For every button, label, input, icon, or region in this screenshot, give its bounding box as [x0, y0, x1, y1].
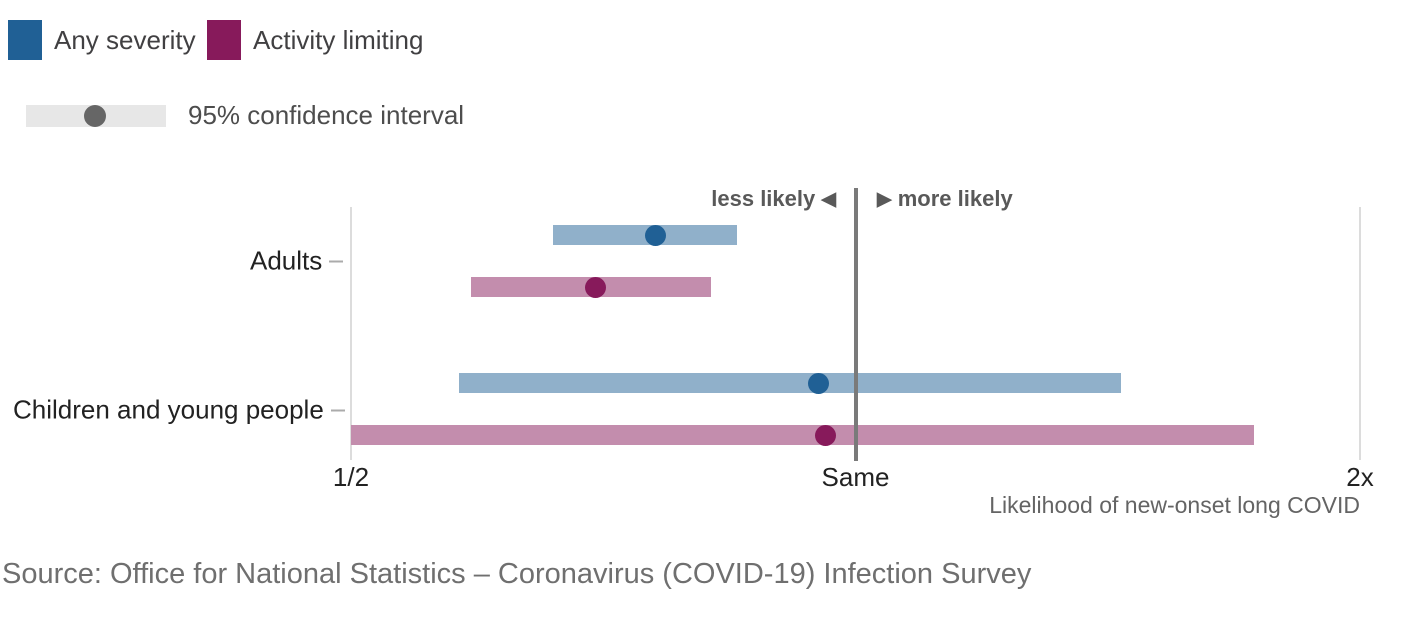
category-text: Adults — [250, 245, 323, 276]
more-likely-label: ▶ more likely — [877, 186, 1013, 212]
category-tick — [330, 409, 345, 411]
source-text: Source: Office for National Statistics –… — [2, 558, 1032, 590]
ci-bar-any-severity-children-and-young-people — [459, 373, 1121, 393]
legend-item-activity-limiting: Activity limiting — [207, 20, 423, 60]
legend-label: Any severity — [54, 24, 196, 55]
same-reference-line — [853, 188, 858, 461]
category-label-adults: Adults — [250, 245, 344, 277]
category-tick — [329, 260, 344, 262]
ci-bar-any-severity-adults — [553, 225, 738, 245]
estimate-dot-activity-limiting-children-and-young-people — [815, 424, 837, 446]
x-tick-label-1-2: 1/2 — [332, 462, 370, 492]
estimate-dot-activity-limiting-adults — [585, 276, 607, 298]
any-severity-swatch-icon — [8, 20, 42, 60]
estimate-dot-any-severity-children-and-young-people — [807, 372, 829, 394]
legend-item-any-severity: Any severity — [8, 20, 196, 60]
x-tick-label-same: Same — [821, 462, 890, 492]
legend-label: Activity limiting — [253, 24, 424, 55]
axis-line-right — [1359, 207, 1361, 460]
less-likely-label: less likely ◀ — [711, 186, 836, 212]
less-likely-text: less likely — [711, 186, 816, 211]
category-text: Children and young people — [13, 394, 324, 425]
estimate-dot-any-severity-adults — [645, 224, 667, 246]
more-likely-text: more likely — [897, 186, 1013, 211]
right-triangle-icon: ▶ — [877, 189, 892, 210]
legend-item-confidence-interval: 95% confidence interval — [26, 100, 464, 131]
x-tick-label-2x: 2x — [1346, 462, 1374, 492]
ci-sample-dot — [84, 104, 106, 127]
left-triangle-icon: ◀ — [821, 189, 836, 210]
axis-line-left — [350, 207, 352, 460]
legend-label: 95% confidence interval — [188, 100, 465, 130]
activity-limiting-swatch-icon — [207, 20, 241, 60]
x-axis-title: Likelihood of new-onset long COVID — [989, 492, 1360, 518]
ci-bar-activity-limiting-children-and-young-people — [351, 425, 1255, 445]
category-label-children: Children and young people — [13, 395, 345, 426]
confidence-interval-sample-icon — [26, 103, 166, 129]
